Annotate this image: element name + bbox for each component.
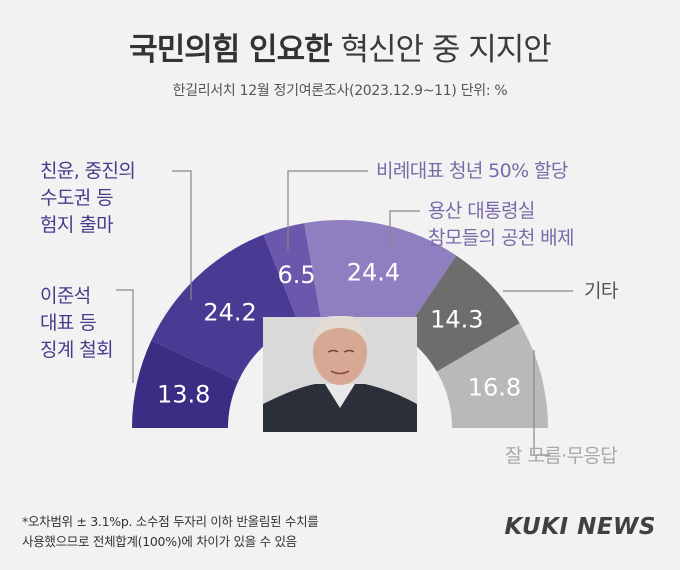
slice-1 [151,234,299,381]
label-s2: 비례대표 청년 50% 할당 [376,160,568,182]
portrait-photo [263,316,417,432]
slice-4 [402,255,520,372]
value-label-2: 6.5 [277,261,315,289]
value-label-0: 13.8 [157,381,210,409]
value-label-5: 16.8 [468,373,521,401]
leader-line-s1 [172,170,192,300]
leader-line-s0 [116,289,134,383]
value-label-1: 24.2 [203,299,256,327]
label-s5: 잘 모름·무응답 [505,445,618,467]
subtitle: 한길리서치 12월 정기여론조사(2023.12.9~11) 단위: % [172,83,508,99]
label-s1: 친윤, 중진의 수도권 등 험지 출마 [40,160,136,236]
label-s3: 용산 대통령실 참모들의 공천 배제 [428,200,575,249]
leader-line-s3 [389,210,420,252]
value-label-4: 14.3 [430,306,483,334]
slice-5 [436,323,548,428]
footnote: *오차범위 ± 3.1%p. 소수점 두자리 이하 반올림된 수치를 사용했으므… [22,514,319,549]
slice-3 [304,220,457,336]
page-title: 국민의힘 인요한 혁신안 중 지지안 [0,24,680,69]
title-light: 혁신안 중 지지안 [340,32,551,68]
slice-0 [132,340,239,428]
value-label-3: 24.4 [347,259,400,287]
label-s4: 기타 [584,280,618,302]
label-s0: 이준석 대표 등 징계 철회 [40,285,114,361]
slice-2 [263,223,321,324]
kuki-news-logo: KUKI NEWS [504,514,656,540]
leader-line-s2 [287,170,368,250]
leader-line-s5 [533,350,550,456]
title-bold: 국민의힘 인요한 [129,32,332,68]
